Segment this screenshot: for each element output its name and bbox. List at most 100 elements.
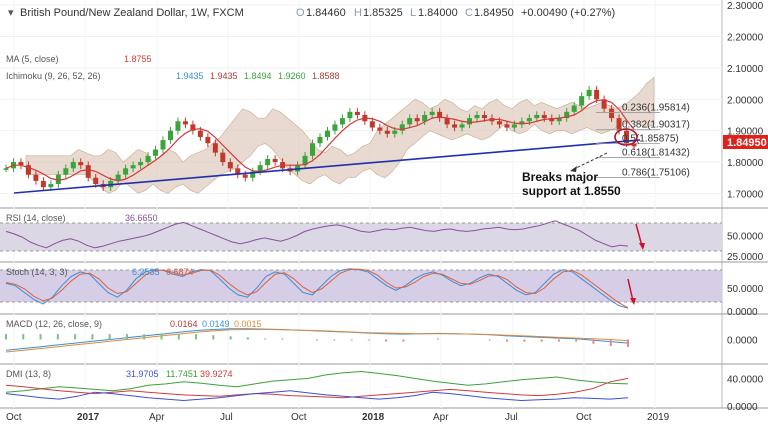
candle-body — [616, 118, 622, 131]
candle-body — [3, 168, 9, 170]
x-tick-label: Oct — [291, 412, 307, 423]
annotation-line2: support at 1.8550 — [522, 184, 621, 198]
candle-body — [594, 89, 600, 100]
candle-body — [310, 143, 316, 156]
candle-body — [167, 130, 173, 141]
last-price-tag — [723, 135, 768, 149]
moving-average-line — [5, 99, 635, 182]
candle-body — [48, 184, 54, 188]
stoch-k-value: 6.2535 — [132, 267, 160, 277]
candle-body — [145, 155, 151, 163]
x-tick-label: Apr — [433, 412, 449, 423]
stoch-band — [0, 270, 722, 302]
candle-body — [33, 174, 39, 181]
candle-body — [85, 165, 91, 178]
candle-body — [519, 121, 525, 125]
ichimoku-v3: 1.8494 — [244, 71, 272, 81]
candle-body — [115, 174, 121, 181]
rsi-line — [5, 220, 629, 249]
x-tick-label: Oct — [576, 412, 592, 423]
indicator-tick-label: 50.0000 — [727, 232, 764, 243]
y-tick-label: 1.80000 — [727, 158, 764, 169]
candle-body — [452, 124, 458, 128]
candle-body — [496, 121, 502, 125]
header-bullet: ▾ — [8, 7, 14, 19]
candle-body — [437, 111, 443, 119]
ma-legend-label[interactable]: MA (5, close) — [6, 54, 59, 64]
candle-body — [481, 114, 487, 119]
ichimoku-legend-label[interactable]: Ichimoku (9, 26, 52, 26) — [6, 71, 101, 81]
series-line — [5, 370, 629, 393]
candle-body — [474, 114, 480, 119]
indicator-tick-label: 50.0000 — [727, 284, 764, 295]
dmi-value-2: 11.7451 — [166, 369, 198, 379]
y-tick-label: 2.30000 — [727, 1, 764, 12]
candle-body — [429, 111, 435, 115]
candle-body — [182, 121, 188, 125]
candle-body — [235, 168, 241, 175]
macd-value-2: 0.0149 — [202, 319, 230, 329]
macd-title[interactable]: MACD (12, 26, close, 9) — [6, 319, 102, 329]
stoch-lines — [5, 268, 629, 309]
candle-body — [467, 118, 473, 125]
stoch-down-arrow — [627, 278, 634, 302]
indicator-tick-label: 25.0000 — [727, 252, 764, 263]
series-line — [5, 377, 629, 399]
last-price-label: 1.84950 — [727, 137, 767, 149]
candle-body — [347, 111, 353, 119]
indicator-tick-label: 0.0000 — [727, 402, 758, 413]
candle-body — [384, 130, 390, 134]
candle-body — [354, 111, 360, 115]
stoch-d-value: 6.6874 — [166, 267, 194, 277]
change-value: +0.00490 (+0.27%) — [521, 7, 615, 19]
x-tick-label: 2018 — [362, 412, 385, 423]
ma-legend-value: 1.8755 — [124, 54, 152, 64]
rsi-title[interactable]: RSI (14, close) — [6, 213, 66, 223]
close-value: 1.84950 — [474, 7, 514, 19]
candle-body — [504, 124, 510, 128]
candle-body — [302, 155, 308, 166]
candle-body — [242, 174, 248, 178]
fib-label: 0.236(1.95814) — [622, 102, 690, 113]
rsi-band — [0, 223, 722, 251]
ichimoku-v2: 1.9435 — [210, 71, 238, 81]
ichimoku-v1: 1.9435 — [176, 71, 204, 81]
candle-body — [571, 105, 577, 112]
symbol-title[interactable]: British Pound/New Zealand Dollar, 1W, FX… — [20, 7, 244, 19]
candle-body — [63, 168, 69, 175]
candle-body — [93, 177, 99, 185]
candle-body — [339, 118, 345, 125]
dmi-title[interactable]: DMI (13, 8) — [6, 369, 51, 379]
series-line — [5, 390, 629, 402]
trendline[interactable] — [13, 139, 641, 194]
x-tick-label: Oct — [6, 412, 22, 423]
candle-body — [624, 130, 630, 144]
fibonacci-levels: 0.236(1.95814) 0.382(1.90317) 0.5(1.85875)… — [596, 102, 690, 178]
candle-body — [70, 162, 76, 169]
o-prefix: O — [296, 7, 305, 19]
candlesticks — [3, 86, 637, 191]
candle-body — [123, 168, 129, 175]
candle-body — [227, 162, 233, 169]
macd-lines — [5, 328, 629, 353]
stoch-title[interactable]: Stoch (14, 3, 3) — [6, 267, 68, 277]
candle-body — [257, 165, 263, 172]
candle-body — [631, 143, 637, 147]
l-prefix: L — [410, 7, 416, 19]
candle-body — [399, 124, 405, 131]
series-line — [5, 220, 629, 249]
candle-body — [564, 111, 570, 119]
candle-body — [601, 99, 607, 109]
price-axis[interactable] — [722, 0, 768, 428]
y-tick-label: 1.70000 — [727, 189, 764, 200]
candle-body — [422, 114, 428, 122]
macd-pane[interactable] — [0, 315, 722, 363]
candle-body — [534, 114, 540, 119]
h-prefix: H — [354, 7, 362, 19]
ichimoku-v5: 1.8588 — [312, 71, 340, 81]
candle-body — [586, 89, 592, 97]
candle-body — [392, 130, 398, 134]
candle-body — [579, 96, 585, 106]
